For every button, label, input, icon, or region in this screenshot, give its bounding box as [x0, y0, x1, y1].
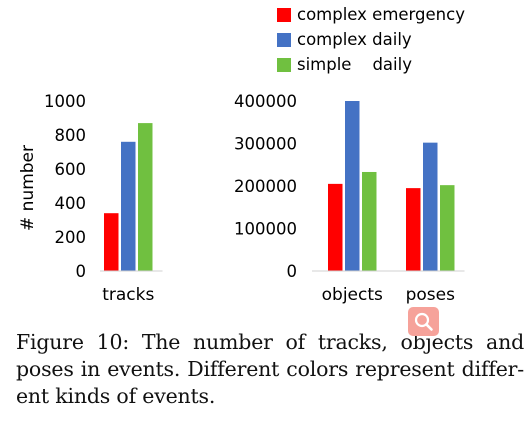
figure-caption: Figure 10: The number of tracks, objects… — [16, 329, 524, 410]
legend: complex emergency complex daily simple dai… — [277, 5, 465, 74]
bar-tracks-1 — [121, 141, 136, 271]
bar-objects-2 — [362, 171, 377, 271]
chart-panel-tracks: 0 200 400 600 800 1000 tracks # number — [18, 92, 163, 305]
chart-panel-objects-poses: 0 100000 200000 300000 400000 objects poses — [234, 92, 465, 305]
y-tick-label: 400 — [55, 194, 87, 213]
caption-line-3: ent kinds of events. — [16, 384, 216, 408]
legend-swatch-0 — [277, 8, 291, 22]
caption-line-2: poses in events. Different colors repres… — [16, 357, 524, 381]
y-tick-label: 300000 — [234, 135, 297, 154]
y-tick-label: 200 — [55, 228, 87, 247]
y-tick-label: 600 — [55, 160, 87, 179]
chart: complex emergency complex daily simple dai… — [18, 5, 465, 305]
caption-line-1: Figure 10: The number of tracks, objects… — [16, 330, 524, 354]
bar-poses-1 — [423, 142, 438, 271]
y-tick-label: 400000 — [234, 92, 297, 111]
y-tick-label: 200000 — [234, 177, 297, 196]
zoom-button[interactable] — [408, 307, 439, 336]
y-tick-label: 0 — [76, 262, 87, 281]
bar-tracks-2 — [138, 123, 153, 271]
legend-swatch-2 — [277, 58, 291, 72]
legend-label-2: simple daily — [297, 55, 412, 74]
zoom-icon — [414, 312, 433, 331]
legend-label-1: complex daily — [297, 30, 412, 49]
legend-label-0: complex emergency — [297, 5, 465, 24]
category-label-tracks: tracks — [102, 285, 154, 305]
bar-tracks-0 — [104, 213, 119, 271]
bar-poses-0 — [406, 188, 421, 271]
category-label-objects: objects — [322, 285, 383, 305]
y-tick-label: 1000 — [44, 92, 86, 111]
legend-swatch-1 — [277, 33, 291, 47]
y-tick-label: 800 — [55, 126, 87, 145]
y-tick-label: 100000 — [234, 220, 297, 239]
bar-poses-2 — [440, 185, 455, 271]
y-axis-label: # number — [18, 145, 38, 231]
category-label-poses: poses — [406, 285, 456, 305]
bar-objects-0 — [328, 183, 343, 271]
bar-objects-1 — [345, 101, 360, 271]
y-tick-label: 0 — [287, 262, 298, 281]
